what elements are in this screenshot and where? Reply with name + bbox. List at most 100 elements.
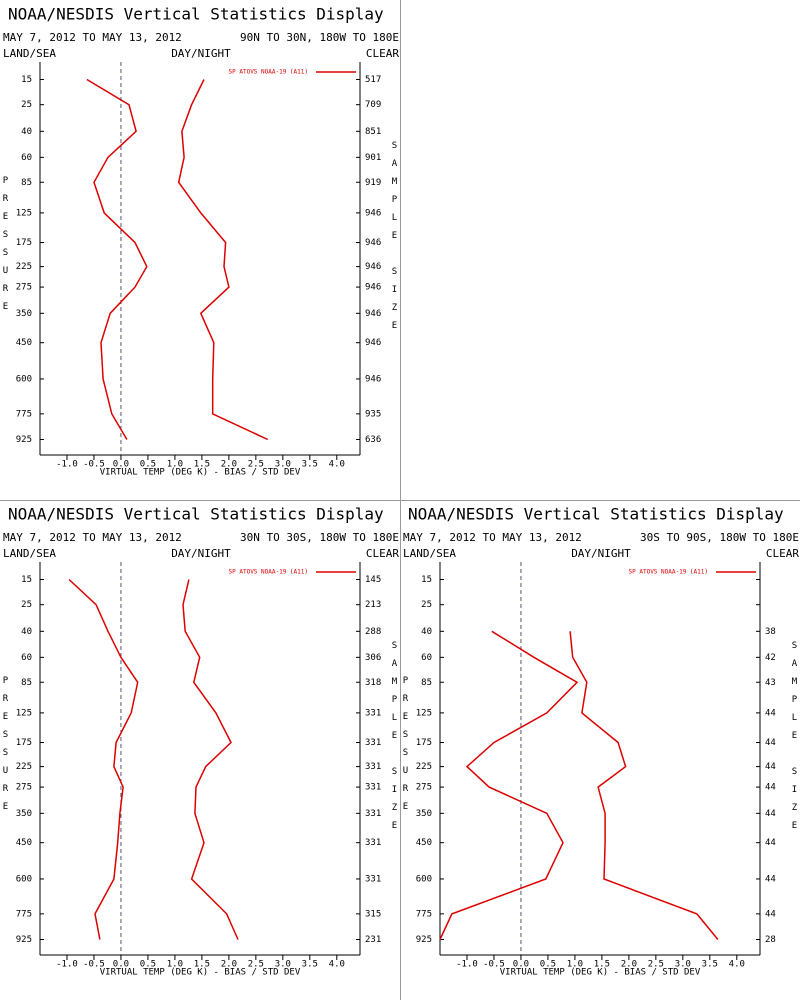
- y-tick-label: 450: [16, 338, 32, 348]
- x-tick-label: 0.5: [140, 960, 156, 970]
- x-tick-label: 2.0: [221, 960, 237, 970]
- y-tick-label: 775: [16, 409, 32, 419]
- region: 30N TO 30S, 180W TO 180E: [240, 531, 399, 544]
- sample-size: 946: [365, 283, 381, 293]
- sample-size: 44: [765, 838, 776, 848]
- x-tick-label: 3.0: [275, 960, 291, 970]
- y-tick-label: 125: [416, 708, 432, 718]
- sample-size: 901: [365, 153, 381, 163]
- y-tick-label: 25: [21, 600, 32, 610]
- panel: NOAA/NESDIS Vertical Statistics Display M…: [1, 505, 400, 978]
- sample-size: 44: [765, 738, 776, 748]
- x-tick-label: 0.0: [113, 960, 129, 970]
- sample-size: 946: [365, 262, 381, 272]
- x-tick-label: 1.0: [567, 960, 583, 970]
- cloud-type: CLEAR: [366, 547, 399, 560]
- sample-size: 306: [365, 653, 381, 663]
- panel-title: NOAA/NESDIS Vertical Statistics Display: [8, 505, 384, 524]
- panel-title: NOAA/NESDIS Vertical Statistics Display: [8, 5, 384, 24]
- x-tick-label: 4.0: [729, 960, 745, 970]
- sample-size: 145: [365, 575, 381, 585]
- profile-line: [569, 631, 719, 940]
- date-range: MAY 7, 2012 TO MAY 13, 2012: [3, 531, 182, 544]
- panel: NOAA/NESDIS Vertical Statistics Display M…: [401, 505, 800, 978]
- y-tick-label: 925: [416, 935, 432, 945]
- date-range: MAY 7, 2012 TO MAY 13, 2012: [403, 531, 582, 544]
- profile-line: [86, 78, 148, 440]
- x-tick-label: 2.5: [248, 460, 264, 470]
- sample-size: 331: [365, 838, 381, 848]
- y-tick-label: 175: [416, 738, 432, 748]
- y-tick-label: 40: [421, 627, 432, 637]
- sample-size: 44: [765, 783, 776, 793]
- day-night: DAY/NIGHT: [571, 547, 631, 560]
- date-range: MAY 7, 2012 TO MAY 13, 2012: [3, 31, 182, 44]
- y-tick-label: 15: [21, 575, 32, 585]
- cloud-type: CLEAR: [766, 547, 799, 560]
- x-axis-label: VIRTUAL TEMP (DEG K) - BIAS / STD DEV: [100, 468, 301, 478]
- y2-axis-label: SAMPLE SIZE: [390, 641, 400, 839]
- sample-size: 946: [365, 238, 381, 248]
- sample-size: 44: [765, 708, 776, 718]
- x-tick-label: 1.0: [167, 960, 183, 970]
- y-tick-label: 60: [21, 153, 32, 163]
- sample-size: 709: [365, 100, 381, 110]
- y-tick-label: 925: [16, 435, 32, 445]
- y-tick-label: 25: [21, 100, 32, 110]
- sample-size: 636: [365, 435, 381, 445]
- sample-size: 44: [765, 809, 776, 819]
- x-tick-label: 0.0: [113, 460, 129, 470]
- y2-axis-label: SAMPLE SIZE: [790, 641, 800, 839]
- x-tick-label: 2.0: [221, 460, 237, 470]
- sample-size: 946: [365, 208, 381, 218]
- sample-size: 935: [365, 409, 381, 419]
- x-tick-label: 2.5: [248, 960, 264, 970]
- x-axis-label: VIRTUAL TEMP (DEG K) - BIAS / STD DEV: [500, 968, 701, 978]
- land-sea: LAND/SEA: [3, 47, 56, 60]
- panel-title: NOAA/NESDIS Vertical Statistics Display: [408, 505, 784, 524]
- y-tick-label: 15: [21, 75, 32, 85]
- sample-size: 44: [765, 874, 776, 884]
- legend-label: SP ATOVS NOAA-19 (A11): [229, 569, 308, 576]
- sample-size: 288: [365, 627, 381, 637]
- sample-size: 946: [365, 374, 381, 384]
- y-tick-label: 40: [21, 127, 32, 137]
- y-tick-label: 85: [21, 678, 32, 688]
- sample-size: 231: [365, 935, 381, 945]
- y-tick-label: 125: [16, 708, 32, 718]
- y-tick-label: 600: [16, 374, 32, 384]
- x-tick-label: -0.5: [83, 460, 105, 470]
- y-tick-label: 225: [16, 762, 32, 772]
- x-tick-label: 1.5: [194, 460, 210, 470]
- x-tick-label: 2.0: [621, 960, 637, 970]
- sample-size: 44: [765, 762, 776, 772]
- y-tick-label: 85: [421, 678, 432, 688]
- x-axis-label: VIRTUAL TEMP (DEG K) - BIAS / STD DEV: [100, 968, 301, 978]
- x-tick-label: 4.0: [329, 460, 345, 470]
- x-tick-label: -0.5: [483, 960, 505, 970]
- x-tick-label: -1.0: [456, 960, 478, 970]
- x-tick-label: 4.0: [329, 960, 345, 970]
- profile-line: [439, 630, 579, 940]
- y-tick-label: 275: [416, 783, 432, 793]
- y-tick-label: 25: [421, 600, 432, 610]
- y-tick-label: 450: [16, 838, 32, 848]
- y-tick-label: 175: [16, 238, 32, 248]
- legend-label: SP ATOVS NOAA-19 (A11): [629, 569, 708, 576]
- day-night: DAY/NIGHT: [171, 547, 231, 560]
- y-tick-label: 600: [416, 874, 432, 884]
- sample-size: 946: [365, 338, 381, 348]
- x-tick-label: -1.0: [56, 460, 78, 470]
- x-tick-label: 0.5: [140, 460, 156, 470]
- sample-size: 213: [365, 600, 381, 610]
- y-tick-label: 350: [16, 309, 32, 319]
- legend-label: SP ATOVS NOAA-19 (A11): [229, 69, 308, 76]
- x-tick-label: 3.5: [302, 460, 318, 470]
- x-tick-label: -0.5: [83, 960, 105, 970]
- y-axis-label: PRESSURE: [1, 176, 11, 320]
- y-tick-label: 350: [416, 809, 432, 819]
- region: 30S TO 90S, 180W TO 180E: [640, 531, 799, 544]
- sample-size: 331: [365, 762, 381, 772]
- x-tick-label: 2.5: [648, 960, 664, 970]
